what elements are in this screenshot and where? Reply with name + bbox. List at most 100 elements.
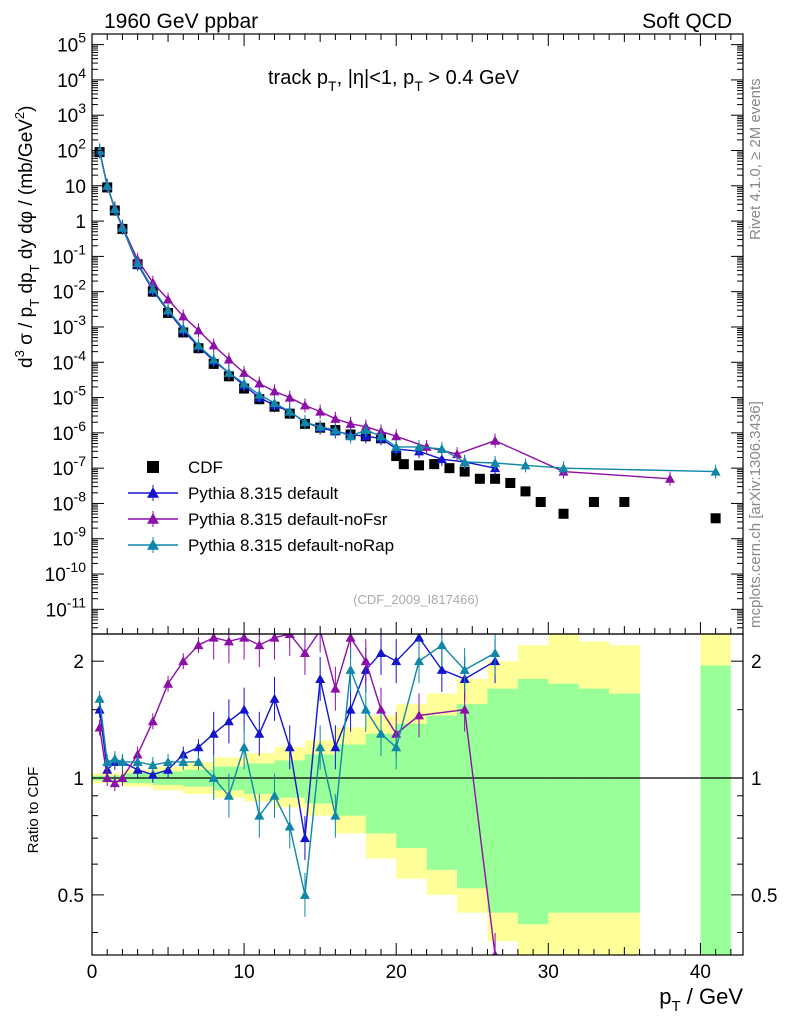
ratio-point [239,704,250,714]
mc-point [163,305,174,315]
mc-point [315,406,326,416]
mc-point [436,454,447,464]
cdf-point [414,460,425,471]
mc-point [178,323,189,333]
mc-point [269,386,280,396]
ratio-point [147,769,158,779]
mc-point [558,463,569,473]
ratio-point [254,810,265,820]
ratio-uncertainty-band [92,634,731,955]
mc-point [284,406,295,416]
mc-point [117,222,128,232]
ratio-point [109,753,120,763]
ratio-point [391,656,402,666]
ratio-point [193,742,204,752]
y-tick-label: 10-9 [52,524,86,551]
ratio-point [414,710,425,720]
ratio-point [360,656,371,666]
cdf-point [710,513,721,524]
y-tick-label: 10-7 [52,453,86,480]
band-inner-bin [426,715,458,870]
ratio-point [223,636,234,646]
ratio-y-tick-label-right: 1 [751,769,762,790]
ratio-point [178,756,189,766]
mc-point [208,354,219,364]
ratio-point [490,647,501,657]
ratio-panel-series [94,634,501,955]
y-tick-label: 10-10 [45,559,87,586]
rivet-label: Rivet 4.1.0, ≥ 2M events [747,78,764,240]
x-tick-label: 20 [386,962,407,983]
ratio-point [163,678,174,688]
legend-item: Pythia 8.315 default [128,484,339,503]
y-tick-label: 10-4 [52,347,86,374]
header-right: Soft QCD [642,10,732,33]
mc-point [664,473,675,483]
legend-label: Pythia 8.315 default [188,484,339,503]
mc-point [239,367,250,377]
ratio-point [375,647,386,657]
cdf-point [459,466,470,477]
cdf-point [520,486,531,497]
legend-marker-square [147,461,159,473]
mc-point [459,456,470,466]
ratio-point [284,821,295,831]
ratio-point [193,756,204,766]
ratio-point [269,693,280,703]
ratio-point [345,664,356,674]
y-tick-label: 10 [65,177,86,198]
main-title: track pT, |η|<1, pT > 0.4 GeV [268,67,520,94]
y-tick-label: 102 [57,136,86,163]
ratio-point [239,742,250,752]
ratio-point [284,742,295,752]
ratio-point [239,634,250,642]
cdf-point [558,508,569,519]
ratio-point [299,889,310,899]
ratio-point [208,773,219,783]
ratio-point [315,673,326,683]
band-inner-bin [700,665,731,955]
ratio-point [208,634,219,642]
ratio-y-tick-label: 2 [73,652,84,673]
ratio-point [193,640,204,650]
mc-point [345,418,356,428]
legend-item: Pythia 8.315 default-noRap [128,536,394,555]
x-axis-label: pT / GeV [659,984,743,1015]
ratio-point [492,950,498,955]
legend-marker-triangle [147,513,159,524]
mc-point [330,425,341,435]
ratio-point [94,722,105,732]
legend: CDF Pythia 8.315 default Pythia 8.315 defa… [128,458,394,555]
ratio-point [345,704,356,714]
ratio-point [459,704,470,714]
x-tick-label: 40 [690,962,711,983]
ratio-point [117,773,128,783]
mc-point [299,417,310,427]
mc-point [315,421,326,431]
main-y-axis-label: d3 σ / pT dpT dy dφ / (mb/GeV2) [12,106,42,369]
mc-point [223,354,234,364]
mc-point [330,413,341,423]
legend-label: CDF [188,458,223,477]
mc-point [391,441,402,451]
ratio-point [102,756,113,766]
mc-point [254,378,265,388]
mc-point [269,398,280,408]
mc-point [193,340,204,350]
mc-point [178,311,189,321]
series-pythia-8-315-default-norap [94,143,721,479]
legend-marker-triangle [147,539,159,550]
ratio-point [459,664,470,674]
y-tick-label: 10-11 [46,594,87,621]
mc-point [208,340,219,350]
band-inner-bin [396,723,428,849]
mc-point [223,367,234,377]
ratio-point [269,634,280,642]
band-inner-bin [609,693,641,913]
mc-point [490,457,501,467]
mc-point [360,425,371,435]
ratio-panel-frame [91,633,744,956]
legend-marker-triangle [147,487,159,498]
mc-point [421,441,432,451]
